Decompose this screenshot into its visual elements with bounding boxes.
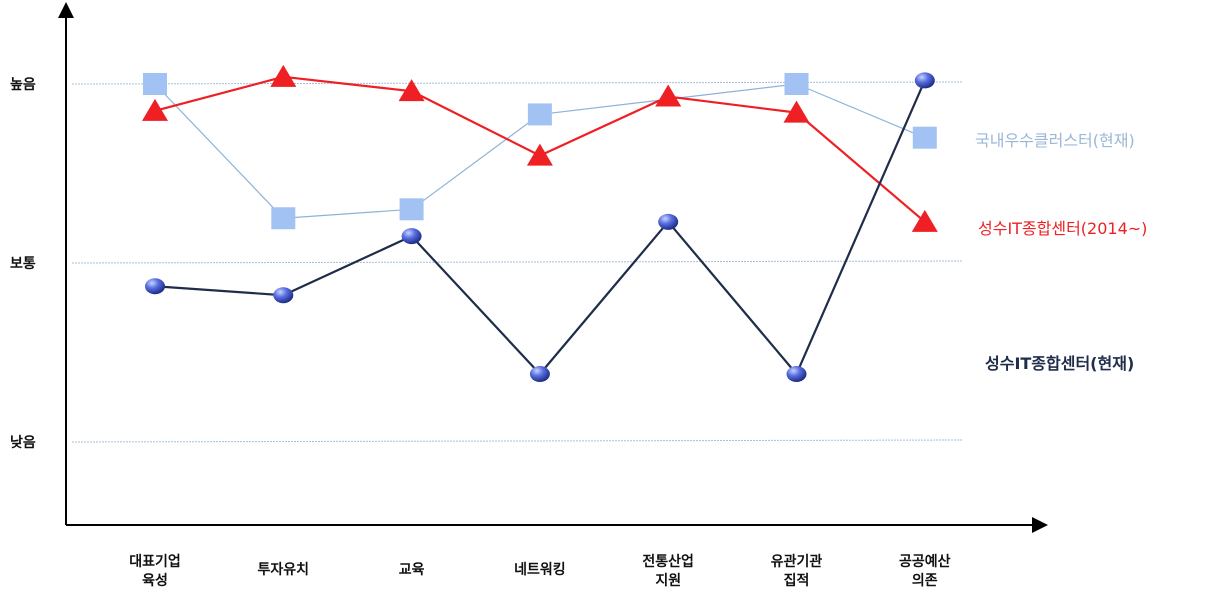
x-tick-label: 유관기관 집적 bbox=[771, 553, 823, 589]
data-point-circle bbox=[529, 365, 550, 382]
y-tick-label: 높음 bbox=[10, 77, 36, 93]
data-point-square bbox=[399, 198, 424, 221]
data-point-triangle bbox=[526, 143, 553, 166]
y-tick-label: 보통 bbox=[10, 256, 36, 272]
data-point-triangle bbox=[270, 64, 297, 87]
series-line-0 bbox=[154, 83, 926, 219]
data-point-triangle bbox=[142, 98, 168, 121]
data-point-circle bbox=[786, 365, 807, 382]
x-tick-label: 대표기업 육성 bbox=[129, 554, 181, 589]
legend-label-0: 국내우수클러스터(현재) bbox=[975, 131, 1135, 150]
y-tick-label: 낮음 bbox=[10, 435, 36, 451]
data-point-square bbox=[912, 126, 937, 149]
axes bbox=[58, 2, 1048, 533]
data-point-circle bbox=[145, 278, 165, 295]
legend-label-1: 성수IT종합센터(2014~) bbox=[978, 219, 1147, 238]
data-point-triangle bbox=[398, 79, 425, 102]
data-point-triangle bbox=[655, 84, 682, 107]
gridlines bbox=[71, 81, 963, 443]
data-point-circle bbox=[401, 228, 422, 245]
x-tick-label: 교육 bbox=[399, 562, 425, 578]
data-point-square bbox=[271, 207, 296, 230]
data-point-square bbox=[784, 73, 809, 95]
x-tick-label: 공공예산 의존 bbox=[899, 553, 951, 589]
x-tick-labels: 대표기업 육성 투자유치 교육 네트워킹 전통산업 지원 유관기관 집적 공공예산 의존 bbox=[129, 553, 950, 589]
x-tick-label: 전통산업 지원 bbox=[642, 553, 694, 589]
y-tick-labels: 낮음 보통 높음 bbox=[10, 77, 36, 451]
series-markers bbox=[142, 64, 938, 382]
data-point-circle bbox=[658, 213, 679, 230]
data-point-triangle bbox=[911, 209, 938, 232]
data-point-square bbox=[527, 103, 552, 126]
legend: 국내우수클러스터(현재) 성수IT종합센터(2014~) 성수IT종합센터(현재) bbox=[975, 131, 1147, 373]
data-point-circle bbox=[914, 72, 935, 89]
gridline-1 bbox=[71, 260, 963, 264]
x-tick-label: 투자유치 bbox=[258, 562, 310, 578]
data-point-square bbox=[143, 73, 167, 95]
legend-label-2: 성수IT종합센터(현재) bbox=[985, 354, 1134, 373]
data-point-triangle bbox=[783, 100, 810, 123]
data-point-circle bbox=[273, 287, 294, 304]
gridline-2 bbox=[71, 81, 963, 85]
gridline-0 bbox=[71, 439, 963, 443]
x-tick-label: 네트워킹 bbox=[514, 561, 566, 578]
